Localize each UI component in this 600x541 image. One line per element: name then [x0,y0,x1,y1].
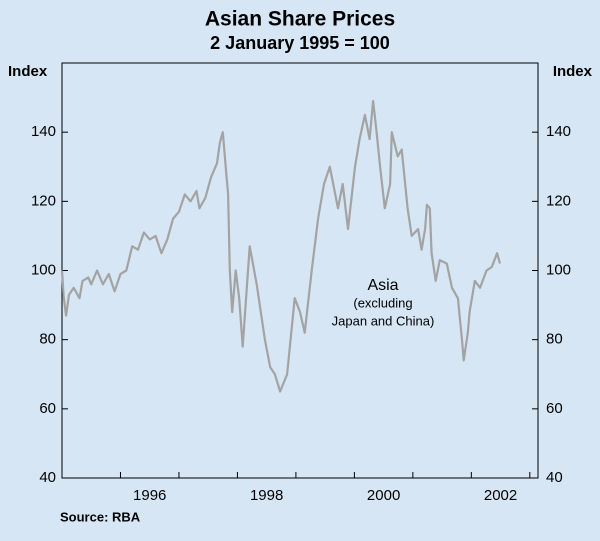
y-axis-label: Index [8,63,48,80]
y2-tick-label: 60 [546,400,563,417]
y-tick-label: 60 [39,400,56,417]
y2-tick-label: 140 [546,123,571,140]
x-tick-label: 1996 [133,487,166,504]
y2-axis-label: Index [553,63,593,80]
y-tick-label: 120 [31,192,56,209]
x-tick-label: 1998 [250,487,283,504]
y-tick-label: 40 [39,469,56,486]
chart-subtitle: 2 January 1995 = 100 [210,33,390,53]
x-tick-label: 2000 [367,487,400,504]
series-line [60,99,502,393]
y-tick-label: 100 [31,261,56,278]
source: Source: RBA [60,509,141,524]
x-tick-label: 2002 [484,487,517,504]
y-tick-label: 80 [39,331,56,348]
annotation: (excluding [353,295,412,310]
y2-tick-label: 120 [546,192,571,209]
y2-tick-label: 80 [546,331,563,348]
y-tick-label: 140 [31,123,56,140]
chart-title: Asian Share Prices [205,8,395,31]
y2-tick-label: 40 [546,469,563,486]
annotation: Japan and China) [332,313,435,328]
plot-frame [61,62,539,479]
annotation: Asia [367,277,398,294]
y2-tick-label: 100 [546,261,571,278]
